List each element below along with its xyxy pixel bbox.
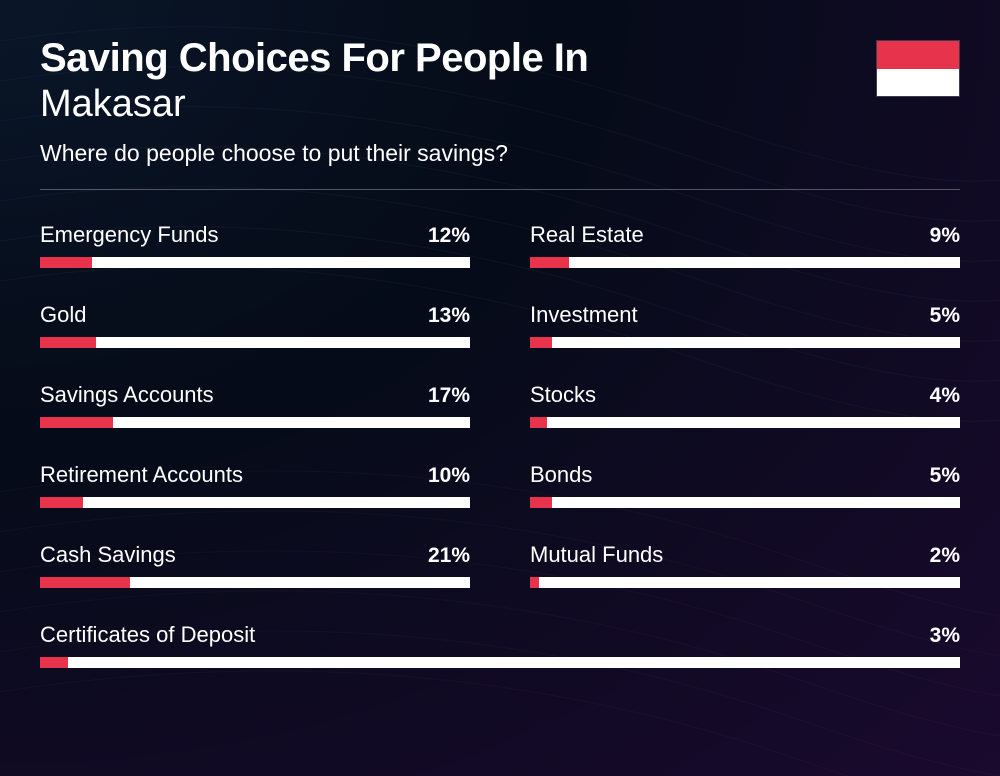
bar-fill: [40, 417, 113, 428]
bar-track: [530, 257, 960, 268]
bar-label: Certificates of Deposit: [40, 622, 255, 648]
bar-item: Savings Accounts 17%: [40, 382, 470, 428]
bar-item: Mutual Funds 2%: [530, 542, 960, 588]
bar-header: Savings Accounts 17%: [40, 382, 470, 408]
bar-item: Retirement Accounts 10%: [40, 462, 470, 508]
bar-label: Gold: [40, 302, 86, 328]
bar-label: Real Estate: [530, 222, 644, 248]
bar-label: Emergency Funds: [40, 222, 219, 248]
bar-item: Bonds 5%: [530, 462, 960, 508]
bar-value: 4%: [930, 384, 960, 408]
bar-label: Cash Savings: [40, 542, 176, 568]
bar-item: Investment 5%: [530, 302, 960, 348]
bar-fill: [40, 577, 130, 588]
bar-header: Cash Savings 21%: [40, 542, 470, 568]
bar-item: Emergency Funds 12%: [40, 222, 470, 268]
bar-header: Emergency Funds 12%: [40, 222, 470, 248]
bar-item: Real Estate 9%: [530, 222, 960, 268]
bar-item: Stocks 4%: [530, 382, 960, 428]
bar-item: Cash Savings 21%: [40, 542, 470, 588]
bar-track: [40, 417, 470, 428]
bar-track: [40, 657, 960, 668]
header-row: Saving Choices For People In Makasar Whe…: [40, 36, 960, 167]
bar-fill: [40, 497, 83, 508]
bar-value: 21%: [428, 544, 470, 568]
bar-header: Certificates of Deposit 3%: [40, 622, 960, 648]
flag-top-stripe: [877, 41, 959, 69]
bar-fill: [40, 257, 92, 268]
bar-value: 12%: [428, 224, 470, 248]
bar-header: Gold 13%: [40, 302, 470, 328]
bar-fill: [530, 337, 552, 348]
bar-value: 5%: [930, 464, 960, 488]
bar-header: Mutual Funds 2%: [530, 542, 960, 568]
bar-label: Stocks: [530, 382, 596, 408]
bar-item: Gold 13%: [40, 302, 470, 348]
bar-track: [40, 257, 470, 268]
bar-fill: [530, 497, 552, 508]
bar-value: 2%: [930, 544, 960, 568]
bar-track: [40, 497, 470, 508]
bar-header: Stocks 4%: [530, 382, 960, 408]
bar-item: Certificates of Deposit 3%: [40, 622, 960, 668]
bar-value: 10%: [428, 464, 470, 488]
bar-value: 9%: [930, 224, 960, 248]
title-line-1: Saving Choices For People In: [40, 36, 588, 81]
bar-label: Mutual Funds: [530, 542, 663, 568]
flag-bottom-stripe: [877, 69, 959, 97]
flag-icon: [876, 40, 960, 97]
bar-label: Savings Accounts: [40, 382, 214, 408]
bar-value: 17%: [428, 384, 470, 408]
bar-fill: [40, 657, 68, 668]
bar-label: Retirement Accounts: [40, 462, 243, 488]
bar-track: [530, 497, 960, 508]
bar-fill: [530, 257, 569, 268]
bar-header: Bonds 5%: [530, 462, 960, 488]
title-line-2: Makasar: [40, 83, 588, 126]
bar-track: [530, 577, 960, 588]
bar-value: 13%: [428, 304, 470, 328]
bar-track: [530, 417, 960, 428]
chart-grid: Emergency Funds 12% Real Estate 9% Gold 13% In…: [40, 222, 960, 668]
bar-track: [40, 577, 470, 588]
bar-value: 5%: [930, 304, 960, 328]
bar-fill: [530, 417, 547, 428]
bar-value: 3%: [930, 624, 960, 648]
bar-header: Investment 5%: [530, 302, 960, 328]
subtitle: Where do people choose to put their savi…: [40, 140, 588, 167]
bar-track: [40, 337, 470, 348]
bar-fill: [40, 337, 96, 348]
title-block: Saving Choices For People In Makasar Whe…: [40, 36, 588, 167]
bar-fill: [530, 577, 539, 588]
bar-header: Real Estate 9%: [530, 222, 960, 248]
content-container: Saving Choices For People In Makasar Whe…: [0, 0, 1000, 704]
bar-header: Retirement Accounts 10%: [40, 462, 470, 488]
bar-label: Bonds: [530, 462, 592, 488]
divider: [40, 189, 960, 190]
bar-label: Investment: [530, 302, 638, 328]
bar-track: [530, 337, 960, 348]
